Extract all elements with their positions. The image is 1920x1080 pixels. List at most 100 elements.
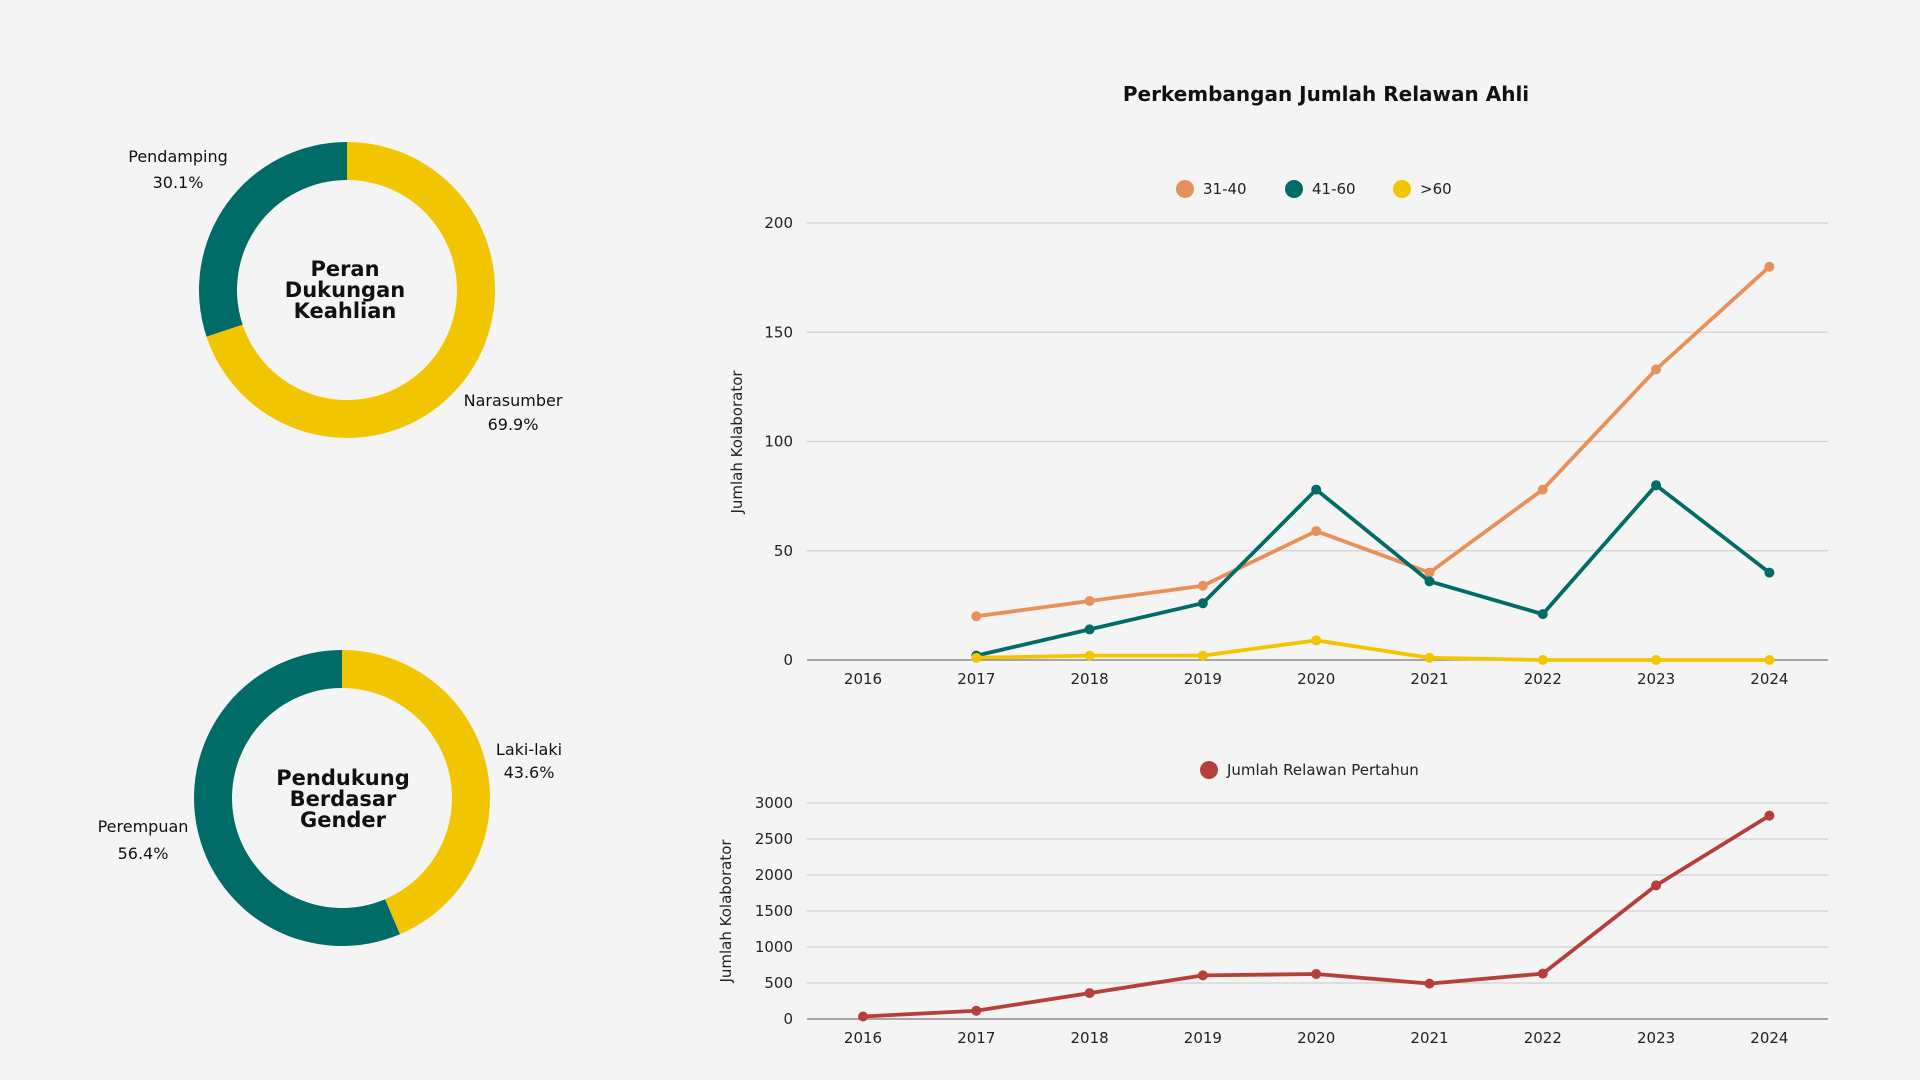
y-tick-label: 500 (764, 974, 793, 992)
y-tick-label: 2500 (755, 830, 793, 848)
y-tick-label: 0 (783, 651, 793, 669)
x-tick-label: 2019 (1184, 1029, 1222, 1047)
x-tick-label: 2016 (844, 1029, 882, 1047)
x-tick-label: 2023 (1637, 1029, 1675, 1047)
chart-legend: 31-40 41-60 >60 (1176, 180, 1452, 198)
slice-label-laki-laki: Laki-laki (496, 740, 562, 759)
data-point-41-60 (1197, 598, 1208, 609)
donut-center-title-line: Keahlian (294, 299, 397, 323)
y-tick-label: 0 (783, 1010, 793, 1028)
legend-label-60: >60 (1420, 180, 1452, 198)
x-tick-label: 2017 (957, 1029, 995, 1047)
data-point-31-40 (1197, 580, 1208, 591)
data-point-41-60 (1764, 567, 1775, 578)
series-line-31-40 (974, 264, 1772, 619)
data-point-jumlah-relawan-pertahun (1197, 970, 1208, 981)
data-point-60 (1311, 635, 1322, 646)
data-point-60 (1084, 650, 1095, 661)
donut-center-title-line: Peran (310, 257, 379, 281)
data-point-31-40 (1537, 484, 1548, 495)
donut-slice-laki-laki (342, 650, 491, 935)
data-point-31-40 (1424, 567, 1435, 578)
data-point-jumlah-relawan-pertahun (971, 1005, 982, 1016)
y-tick-label: 1500 (755, 902, 793, 920)
donut-slice-perempuan (194, 649, 400, 946)
data-point-31-40 (1651, 364, 1662, 375)
donut-center-title-line: Pendukung (276, 766, 409, 790)
slice-label-narasumber: Narasumber (464, 391, 563, 410)
y-tick-label: 200 (764, 214, 793, 232)
x-tick-label: 2020 (1297, 1029, 1335, 1047)
x-tick-label: 2018 (1071, 1029, 1109, 1047)
x-tick-label: 2022 (1524, 1029, 1562, 1047)
x-tick-label: 2020 (1297, 670, 1335, 688)
legend-label-31-40: 31-40 (1203, 180, 1247, 198)
legend-label-jumlah-relawan-pertahun: Jumlah Relawan Pertahun (1226, 761, 1419, 779)
x-tick-label: 2019 (1184, 670, 1222, 688)
data-point-60 (1651, 655, 1662, 665)
y-tick-label: 3000 (755, 794, 793, 812)
data-point-jumlah-relawan-pertahun (1311, 969, 1322, 979)
data-point-60 (1424, 652, 1435, 663)
chart-legend: Jumlah Relawan Pertahun (1200, 761, 1419, 779)
data-point-41-60 (1651, 480, 1662, 491)
y-tick-label: 100 (764, 433, 793, 451)
legend-marker-31-40 (1176, 180, 1194, 198)
line-chart-relawan-ahli: Perkembangan Jumlah Relawan Ahli 31-40 41… (728, 82, 1828, 688)
line-chart-relawan-pertahun: Jumlah Relawan Pertahun 0 500 1000 1500 2000… (717, 761, 1828, 1047)
donut-center-title-line: Gender (300, 808, 387, 832)
series-line-jumlah-relawan-pertahun (861, 813, 1772, 1019)
x-tick-label: 2021 (1410, 670, 1448, 688)
donut-chart-peran-dukungan: Peran Dukungan Keahlian Pendamping 30.1%… (128, 142, 563, 439)
data-point-41-60 (1537, 609, 1548, 620)
x-tick-label: 2016 (844, 670, 882, 688)
donut-center-title-line: Berdasar (290, 787, 397, 811)
y-tick-label: 50 (774, 542, 793, 560)
data-point-41-60 (1084, 624, 1095, 635)
legend-marker-jumlah-relawan-pertahun (1200, 761, 1218, 779)
x-tick-label: 2018 (1071, 670, 1109, 688)
series-line-41-60 (974, 483, 1772, 658)
chart-title: Perkembangan Jumlah Relawan Ahli (1123, 82, 1529, 106)
y-tick-label: 1000 (755, 938, 793, 956)
legend-marker-41-60 (1285, 180, 1303, 198)
y-axis-title: Jumlah Kolaborator (717, 839, 735, 984)
y-tick-label: 2000 (755, 866, 793, 884)
legend-marker-60 (1393, 180, 1411, 198)
data-point-60 (971, 652, 982, 663)
x-tick-label: 2017 (957, 670, 995, 688)
slice-percent-perempuan: 56.4% (118, 844, 169, 863)
donut-chart-gender: Pendukung Berdasar Gender Laki-laki 43.6… (98, 649, 562, 946)
x-tick-label: 2021 (1410, 1029, 1448, 1047)
y-axis-title: Jumlah Kolaborator (728, 370, 746, 515)
data-point-jumlah-relawan-pertahun (858, 1011, 868, 1022)
x-tick-label: 2023 (1637, 670, 1675, 688)
x-tick-label: 2024 (1750, 1029, 1788, 1047)
data-point-jumlah-relawan-pertahun (1651, 880, 1662, 891)
slice-label-perempuan: Perempuan (98, 817, 189, 836)
data-point-31-40 (1084, 596, 1095, 607)
legend-label-41-60: 41-60 (1312, 180, 1356, 198)
donut-slice-pendamping (199, 142, 347, 337)
data-point-60 (1197, 650, 1208, 661)
data-point-jumlah-relawan-pertahun (1424, 978, 1435, 989)
data-point-60 (1537, 655, 1548, 665)
slice-percent-narasumber: 69.9% (488, 415, 539, 434)
data-point-41-60 (1311, 484, 1322, 495)
data-point-jumlah-relawan-pertahun (1537, 968, 1548, 979)
data-point-60 (1764, 655, 1775, 665)
data-point-31-40 (971, 611, 982, 622)
y-tick-label: 150 (764, 323, 793, 341)
x-tick-label: 2022 (1524, 670, 1562, 688)
slice-label-pendamping: Pendamping (128, 147, 228, 166)
slice-percent-laki-laki: 43.6% (504, 763, 555, 782)
slice-percent-pendamping: 30.1% (153, 173, 204, 192)
data-point-jumlah-relawan-pertahun (1764, 810, 1775, 821)
data-point-31-40 (1764, 261, 1775, 272)
data-point-31-40 (1311, 526, 1322, 537)
series-line-60 (974, 638, 1772, 662)
data-point-41-60 (1424, 576, 1435, 587)
x-tick-label: 2024 (1750, 670, 1788, 688)
donut-center-title-line: Dukungan (285, 278, 405, 302)
